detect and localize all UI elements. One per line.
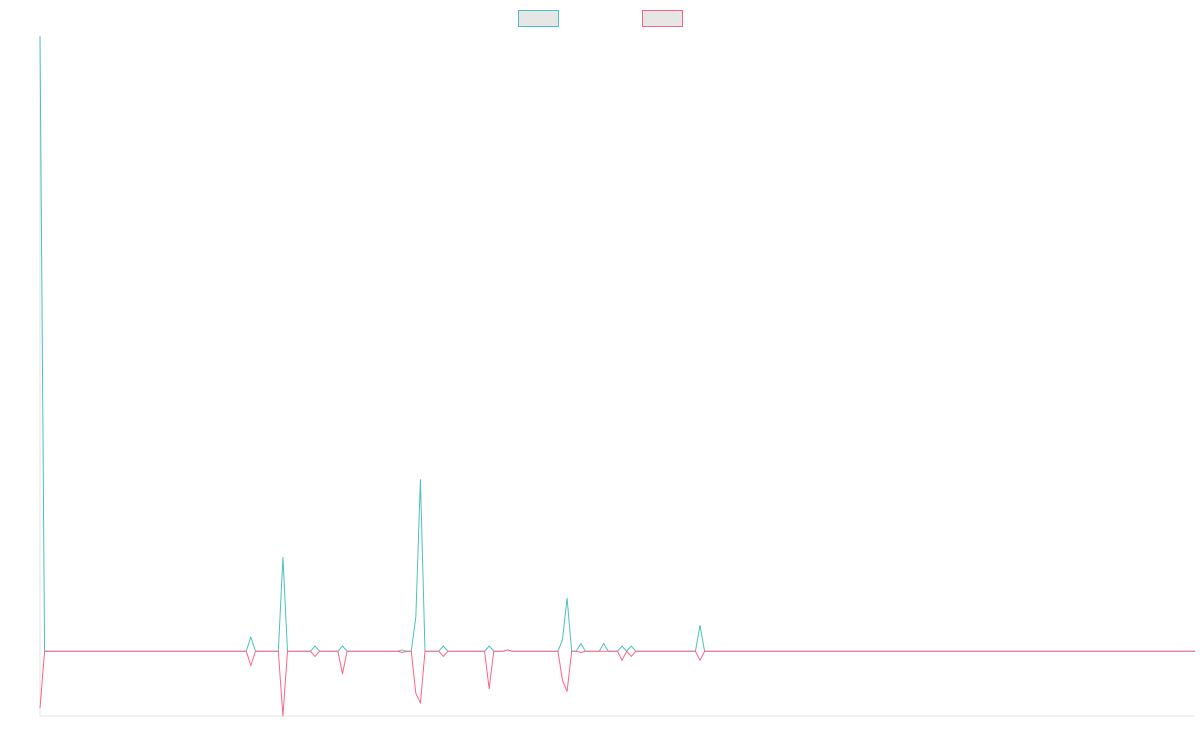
axes [39,36,1195,717]
legend-swatch-2 [642,10,683,27]
series-layer [39,35,1195,717]
legend [518,10,683,27]
series-line-2 [39,649,1195,717]
series-line-1 [39,35,1195,652]
legend-swatch-1 [518,10,559,27]
